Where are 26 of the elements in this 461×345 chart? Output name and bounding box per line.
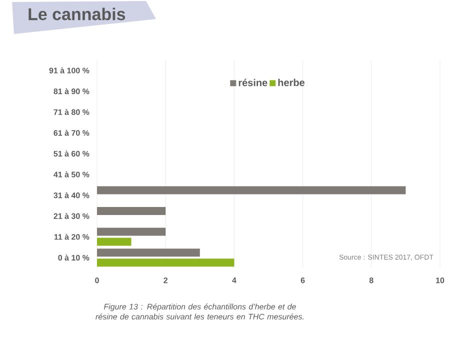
bar <box>97 206 166 215</box>
x-tick-label: 8 <box>369 278 374 284</box>
legend-label: résine <box>238 78 268 86</box>
y-tick-label: 81 à 90 % <box>54 88 90 94</box>
bar <box>97 258 234 267</box>
x-tick-label: 2 <box>164 278 168 284</box>
x-tick-label: 0 <box>95 278 99 284</box>
bar <box>97 228 166 236</box>
y-tick-label: 0 à 10 % <box>58 254 90 261</box>
y-tick-label: 71 à 80 % <box>54 109 90 115</box>
chart-title: Le cannabis <box>28 8 126 20</box>
x-tick-label: 10 <box>436 278 444 284</box>
y-tick-label: 51 à 60 % <box>54 150 90 157</box>
bar <box>97 186 406 194</box>
bar <box>97 248 200 257</box>
y-tick-label: 31 à 40 % <box>54 192 90 198</box>
caption: Figure 13 : Répartition des échantillons d’herbe et de résine de cannabis suivant les teneurs en THC mesurées. <box>96 304 304 320</box>
y-tick-label: 61 à 70 % <box>54 130 90 136</box>
x-tick-label: 4 <box>232 278 236 284</box>
y-tick-label: 11 à 20 % <box>54 234 90 240</box>
y-tick-label: 21 à 30 % <box>54 213 90 219</box>
y-tick-label: 41 à 50 % <box>54 171 90 178</box>
y-tick-label: 91 à 100 % <box>49 67 90 74</box>
bar <box>97 238 132 246</box>
legend-label: herbe <box>278 78 305 86</box>
x-tick-label: 6 <box>300 278 305 284</box>
